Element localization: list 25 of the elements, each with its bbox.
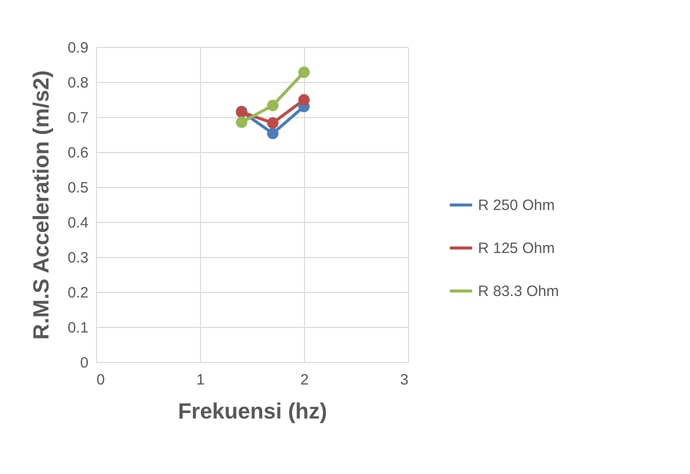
- point: [236, 116, 248, 128]
- point: [267, 100, 278, 112]
- legend-label: R 83.3 Ohm: [478, 283, 559, 300]
- y-tick-label: 0.9: [68, 40, 88, 56]
- y-tick-label: 0.4: [68, 214, 88, 232]
- point: [298, 66, 310, 78]
- y-tick-label: 0.3: [68, 250, 88, 266]
- legend-label: R 250 Ohm: [478, 197, 555, 214]
- point: [267, 117, 278, 129]
- y-tick-label: 0.7: [68, 110, 88, 126]
- point: [298, 94, 310, 106]
- y-axis-title: R.M.S Acceleration (m/s2): [28, 70, 54, 340]
- y-tick-label: 0: [80, 354, 88, 372]
- y-tick-label: 0.5: [68, 180, 88, 196]
- y-tick-label: 0.1: [68, 320, 88, 336]
- x-tick-label: 2: [300, 372, 309, 388]
- x-axis-title: Frekuensi (hz): [178, 398, 328, 424]
- x-tick-label: 0: [96, 372, 105, 388]
- y-tick-label: 0.6: [68, 144, 88, 162]
- y-tick-label: 0.8: [68, 74, 88, 92]
- y-tick-label: 0.2: [68, 284, 88, 302]
- x-tick-label: 1: [196, 372, 205, 388]
- legend-label: R 125 Ohm: [478, 240, 555, 257]
- x-tick-label: 3: [400, 372, 408, 388]
- point: [267, 128, 278, 140]
